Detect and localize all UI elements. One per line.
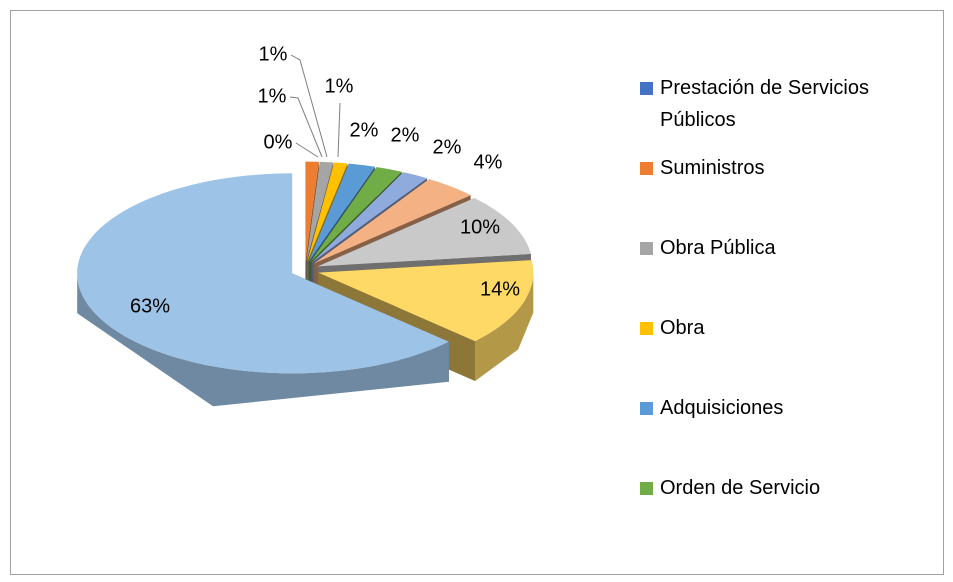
data-label: 1% — [259, 43, 288, 65]
legend-item: Obra — [640, 312, 930, 344]
data-label: 2% — [391, 124, 420, 146]
legend-swatch — [640, 482, 653, 495]
leader-line — [290, 54, 328, 158]
legend-swatch — [640, 242, 653, 255]
legend-swatch — [640, 322, 653, 335]
slice — [311, 172, 427, 263]
slice — [308, 163, 375, 262]
data-label: 10% — [460, 216, 500, 238]
legend-label: Obra Pública — [660, 237, 776, 259]
data-label: 0% — [264, 131, 293, 153]
leader-line — [295, 142, 319, 158]
legend-label: Obra — [660, 317, 705, 339]
slice — [318, 260, 534, 342]
data-label: 14% — [480, 278, 520, 300]
legend-label: Suministros — [660, 157, 765, 179]
legend-item: Orden de Servicio — [640, 472, 930, 504]
legend-item: Obra Pública — [640, 232, 930, 264]
data-labels: 0% 1% 1% 1% 2% 2% 2% 4% 10% 14% 63% — [130, 43, 520, 317]
legend-swatch — [640, 82, 653, 95]
pie-tops — [77, 161, 534, 374]
data-label: 1% — [258, 85, 287, 107]
slice — [310, 167, 402, 263]
legend-label: Adquisiciones — [660, 397, 784, 419]
slice — [313, 179, 471, 264]
legend-item: Suministros — [640, 152, 930, 184]
legend-item: Prestación de Servicios Públicos — [640, 72, 930, 136]
leader-line — [337, 102, 341, 158]
data-label: 2% — [350, 119, 379, 141]
legend-swatch — [640, 162, 653, 175]
data-label: 63% — [130, 295, 170, 317]
slice — [305, 161, 319, 262]
data-label: 2% — [433, 136, 462, 158]
slice-wall — [77, 273, 449, 407]
slice — [306, 161, 334, 262]
data-label: 1% — [325, 75, 354, 97]
slice — [77, 173, 449, 374]
slice — [307, 162, 348, 262]
leader-line — [289, 96, 323, 158]
slice-wall — [475, 272, 534, 382]
slice — [317, 198, 531, 267]
legend-label: Orden de Servicio — [660, 477, 821, 499]
legend-swatch — [640, 402, 653, 415]
legend-item: Adquisiciones — [640, 392, 930, 424]
legend-label: Prestación de Servicios Públicos — [660, 77, 869, 131]
data-label: 4% — [474, 151, 503, 173]
